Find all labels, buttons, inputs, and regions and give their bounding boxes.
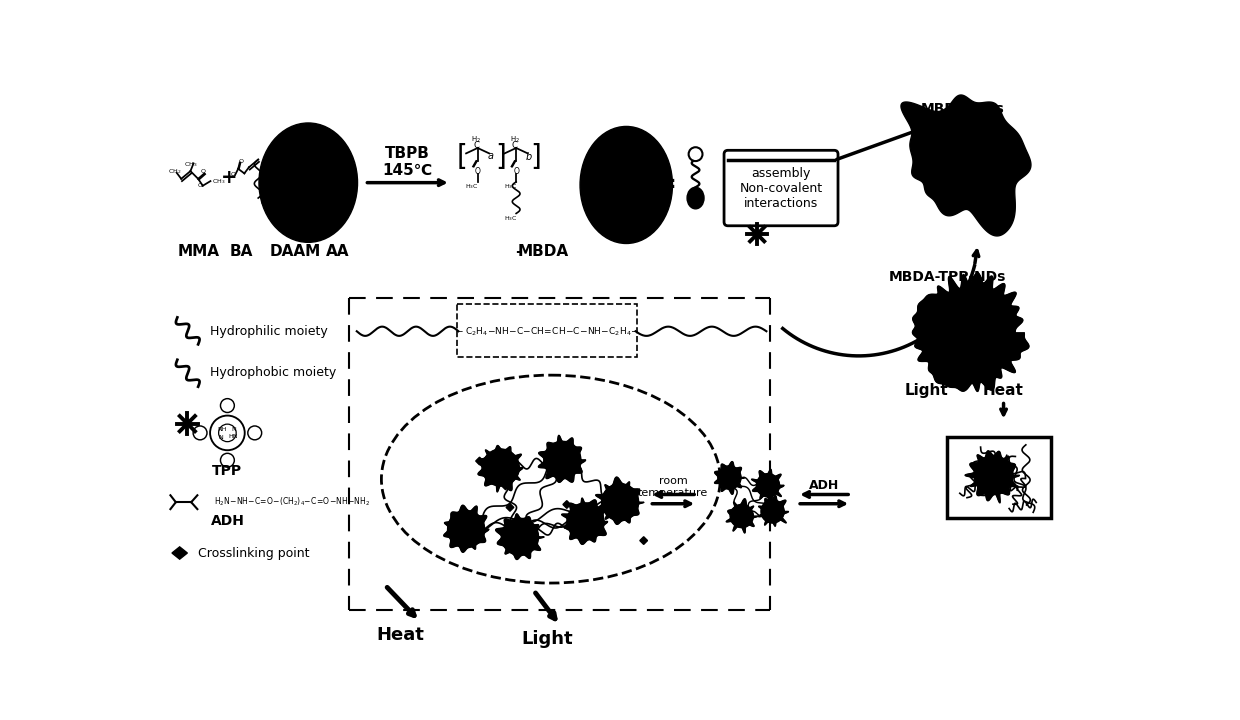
Ellipse shape bbox=[259, 123, 357, 243]
Polygon shape bbox=[497, 473, 506, 481]
Text: $\rm CH_2$: $\rm CH_2$ bbox=[169, 168, 182, 176]
Polygon shape bbox=[751, 469, 784, 502]
Text: TPP: TPP bbox=[212, 464, 243, 478]
Text: $\rm H_3C$: $\rm H_3C$ bbox=[503, 182, 517, 191]
Polygon shape bbox=[759, 495, 789, 526]
Text: NH: NH bbox=[217, 426, 227, 431]
Text: Light: Light bbox=[905, 383, 949, 398]
Text: -: - bbox=[516, 245, 522, 259]
Text: $\rm CH_3$: $\rm CH_3$ bbox=[184, 160, 197, 168]
Ellipse shape bbox=[687, 187, 704, 209]
Text: =: = bbox=[656, 173, 677, 197]
Text: $\rm H_3C$: $\rm H_3C$ bbox=[259, 198, 273, 207]
Text: Hydrophilic moiety: Hydrophilic moiety bbox=[211, 325, 329, 338]
Text: MBDA: MBDA bbox=[517, 245, 569, 259]
Text: ]: ] bbox=[529, 143, 541, 171]
Polygon shape bbox=[562, 498, 608, 544]
Text: ]: ] bbox=[495, 143, 506, 171]
Text: $\rm H_2$: $\rm H_2$ bbox=[471, 135, 481, 145]
Ellipse shape bbox=[580, 127, 672, 243]
Text: $a$: $a$ bbox=[487, 150, 495, 161]
Polygon shape bbox=[714, 462, 745, 495]
Text: TBPB
145℃: TBPB 145℃ bbox=[382, 145, 433, 178]
Text: Hydrophobic moiety: Hydrophobic moiety bbox=[211, 366, 337, 379]
Polygon shape bbox=[476, 457, 484, 465]
Text: Crosslinking point: Crosslinking point bbox=[198, 546, 310, 559]
Text: $\rm CH_3$: $\rm CH_3$ bbox=[212, 176, 226, 186]
Polygon shape bbox=[500, 469, 507, 477]
Text: C: C bbox=[474, 141, 479, 150]
Text: Light: Light bbox=[521, 630, 573, 648]
Polygon shape bbox=[172, 547, 187, 559]
Text: $\rm H_3C$: $\rm H_3C$ bbox=[465, 182, 479, 191]
Text: MMA: MMA bbox=[177, 245, 219, 259]
Polygon shape bbox=[913, 273, 1029, 392]
Polygon shape bbox=[506, 503, 513, 511]
Text: MBDA-NDs: MBDA-NDs bbox=[921, 102, 1004, 117]
Text: $\rm H_2$: $\rm H_2$ bbox=[510, 135, 520, 145]
Text: AA: AA bbox=[326, 245, 350, 259]
Text: Heat: Heat bbox=[377, 626, 424, 644]
Text: $\rm -C_2H_4\!-\!NH\!-\!C\!-\!CH\!=\!CH\!-\!C\!-\!NH\!-\!C_2H_4\!-$: $\rm -C_2H_4\!-\!NH\!-\!C\!-\!CH\!=\!CH\… bbox=[454, 325, 640, 338]
Text: N: N bbox=[231, 426, 236, 431]
Polygon shape bbox=[965, 451, 1019, 503]
Polygon shape bbox=[502, 482, 510, 490]
Polygon shape bbox=[595, 477, 644, 524]
Text: O: O bbox=[231, 173, 236, 177]
Circle shape bbox=[985, 467, 992, 474]
Circle shape bbox=[988, 476, 996, 483]
Text: HN: HN bbox=[228, 434, 238, 439]
Text: $\rm H_2N\!-\!NH\!-\!C\!=\!O\!-\!(CH_2)_4\!-\!C\!=\!O\!-\!NH\!-\!NH_2$: $\rm H_2N\!-\!NH\!-\!C\!=\!O\!-\!(CH_2)_… bbox=[213, 496, 370, 508]
Polygon shape bbox=[901, 95, 1030, 236]
FancyBboxPatch shape bbox=[724, 150, 838, 226]
Text: +: + bbox=[221, 168, 237, 186]
Text: O: O bbox=[513, 166, 520, 176]
Text: BA: BA bbox=[229, 245, 253, 259]
Polygon shape bbox=[640, 536, 647, 544]
Polygon shape bbox=[563, 500, 570, 508]
Text: Heat: Heat bbox=[983, 383, 1024, 398]
Text: MBDA-TPP-NDs: MBDA-TPP-NDs bbox=[889, 270, 1006, 284]
Text: N: N bbox=[219, 435, 223, 440]
Polygon shape bbox=[477, 446, 523, 492]
Text: ADH: ADH bbox=[808, 479, 839, 492]
Polygon shape bbox=[496, 514, 544, 559]
Text: ADH: ADH bbox=[211, 515, 244, 528]
Polygon shape bbox=[538, 436, 585, 482]
Circle shape bbox=[1004, 478, 1012, 485]
Text: O: O bbox=[198, 183, 203, 188]
Text: room
temperature: room temperature bbox=[639, 476, 708, 498]
Text: O: O bbox=[475, 166, 481, 176]
Text: assembly
Non-covalent
interactions: assembly Non-covalent interactions bbox=[739, 166, 822, 210]
Polygon shape bbox=[444, 505, 489, 552]
Text: $\rm H_3C$: $\rm H_3C$ bbox=[503, 215, 517, 223]
Text: O: O bbox=[201, 169, 206, 174]
Text: C: C bbox=[512, 141, 517, 150]
Polygon shape bbox=[727, 499, 758, 533]
Circle shape bbox=[688, 147, 703, 161]
Text: O: O bbox=[239, 158, 244, 163]
Text: [: [ bbox=[456, 143, 467, 171]
Text: DAAM: DAAM bbox=[269, 245, 321, 259]
Bar bbox=[947, 437, 1052, 518]
Circle shape bbox=[987, 470, 996, 478]
Text: $b$: $b$ bbox=[526, 150, 533, 162]
